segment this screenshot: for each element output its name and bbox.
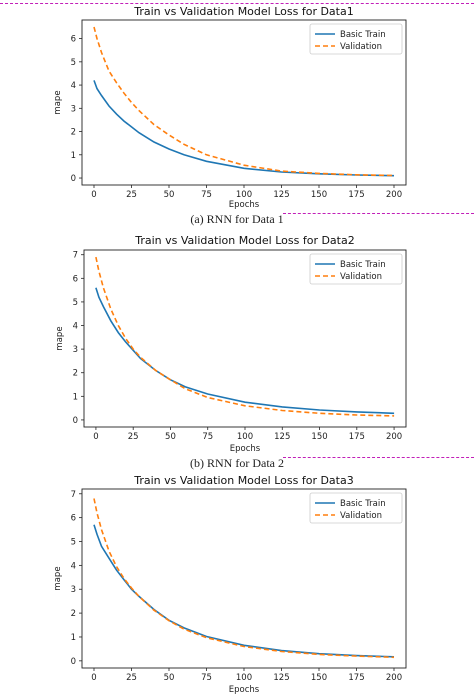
- x-tick-label: 75: [201, 673, 212, 683]
- x-tick-label: 25: [126, 673, 137, 683]
- y-tick-label: 7: [71, 490, 76, 500]
- y-tick-label: 6: [71, 514, 76, 524]
- series-line-validation: [93, 26, 395, 177]
- x-tick-label: 175: [348, 190, 364, 200]
- legend-label: Basic Train: [340, 30, 386, 40]
- y-tick-label: 5: [71, 58, 76, 68]
- y-tick-label: 3: [73, 345, 78, 355]
- x-tick-label: 50: [164, 673, 175, 683]
- caption-b-dashed-line: [283, 457, 474, 458]
- chart-title: Train vs Validation Model Loss for Data1: [133, 5, 353, 18]
- x-tick-label: 175: [348, 673, 364, 683]
- x-tick-label: 175: [349, 432, 365, 442]
- y-tick-label: 1: [73, 392, 78, 402]
- y-tick-label: 0: [73, 416, 78, 426]
- x-tick-label: 75: [201, 190, 212, 200]
- series-line-basic-train: [93, 524, 395, 658]
- series-line-basic-train: [93, 80, 395, 177]
- x-tick-label: 0: [91, 190, 96, 200]
- y-tick-label: 1: [71, 633, 76, 643]
- caption-a-dashed-line: [283, 213, 474, 214]
- x-axis-label: Epochs: [229, 200, 260, 210]
- x-tick-label: 25: [126, 190, 137, 200]
- caption-b: (b) RNN for Data 2: [0, 456, 474, 471]
- legend-label: Validation: [340, 272, 382, 282]
- x-tick-label: 100: [236, 190, 252, 200]
- y-tick-label: 0: [71, 174, 76, 184]
- y-axis-label: mape: [53, 566, 63, 590]
- x-tick-label: 200: [386, 432, 402, 442]
- x-tick-label: 200: [386, 673, 402, 683]
- y-tick-label: 5: [73, 298, 78, 308]
- series-line-validation: [95, 256, 395, 417]
- x-tick-label: 75: [202, 432, 213, 442]
- chart-panel-1: Train vs Validation Model Loss for Data1…: [0, 4, 474, 210]
- chart-title: Train vs Validation Model Loss for Data2: [134, 234, 354, 247]
- y-tick-label: 1: [71, 151, 76, 161]
- top-dashed-line: [0, 3, 474, 4]
- legend-label: Validation: [340, 511, 382, 521]
- y-tick-label: 2: [71, 609, 76, 619]
- x-tick-label: 100: [237, 432, 253, 442]
- caption-b-text: (b) RNN for Data 2: [190, 456, 284, 470]
- y-tick-label: 4: [71, 561, 76, 571]
- caption-a: (a) RNN for Data 1: [0, 212, 474, 227]
- x-tick-label: 150: [311, 190, 327, 200]
- y-tick-label: 0: [71, 657, 76, 667]
- chart-title: Train vs Validation Model Loss for Data3: [133, 474, 353, 487]
- legend-label: Validation: [340, 42, 382, 52]
- series-line-validation: [93, 498, 395, 659]
- y-tick-label: 5: [71, 538, 76, 548]
- x-tick-label: 125: [274, 432, 290, 442]
- chart-2-svg: Train vs Validation Model Loss for Data2…: [55, 234, 407, 454]
- x-tick-label: 25: [128, 432, 139, 442]
- y-tick-label: 6: [73, 274, 78, 284]
- x-tick-label: 0: [93, 432, 98, 442]
- x-axis-label: Epochs: [229, 685, 260, 695]
- chart-1-svg: Train vs Validation Model Loss for Data1…: [53, 5, 407, 210]
- y-axis-label: mape: [53, 90, 63, 114]
- y-tick-label: 3: [71, 104, 76, 114]
- series-line-basic-train: [95, 287, 395, 415]
- x-tick-label: 150: [311, 673, 327, 683]
- y-tick-label: 4: [73, 322, 78, 332]
- legend-label: Basic Train: [340, 499, 386, 509]
- chart-3-svg: Train vs Validation Model Loss for Data3…: [53, 474, 407, 695]
- x-tick-label: 125: [273, 190, 289, 200]
- chart-panel-3: Train vs Validation Model Loss for Data3…: [0, 472, 474, 697]
- x-tick-label: 100: [236, 673, 252, 683]
- x-axis-label: Epochs: [230, 444, 261, 454]
- y-tick-label: 3: [71, 585, 76, 595]
- y-tick-label: 4: [71, 81, 76, 91]
- y-tick-label: 2: [71, 128, 76, 138]
- x-tick-label: 125: [273, 673, 289, 683]
- x-tick-label: 200: [386, 190, 402, 200]
- caption-a-text: (a) RNN for Data 1: [190, 212, 284, 226]
- x-tick-label: 50: [164, 190, 175, 200]
- x-tick-label: 150: [311, 432, 327, 442]
- y-tick-label: 2: [73, 369, 78, 379]
- y-axis-label: mape: [55, 326, 65, 350]
- y-tick-label: 6: [71, 35, 76, 45]
- x-tick-label: 50: [165, 432, 176, 442]
- chart-panel-2: Train vs Validation Model Loss for Data2…: [0, 229, 474, 455]
- legend-label: Basic Train: [340, 260, 386, 270]
- x-tick-label: 0: [91, 673, 96, 683]
- y-tick-label: 7: [73, 251, 78, 261]
